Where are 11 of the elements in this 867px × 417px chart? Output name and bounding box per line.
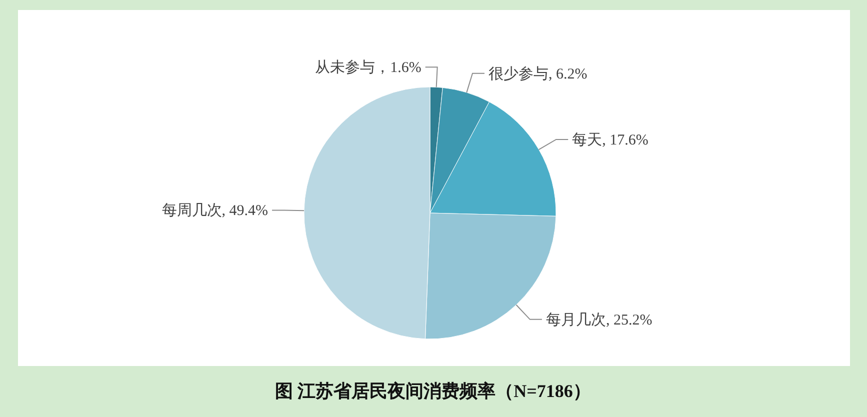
slice-label: 每天 (572, 131, 602, 148)
slice-label: 每周几次 (162, 202, 222, 220)
text: 图 江苏省居民夜间消费频率（N=7186） (275, 381, 591, 401)
data-label: , 17.6% (602, 132, 648, 148)
slice-label: 从未参与 (315, 59, 376, 76)
data-label: ，1.6% (375, 60, 422, 76)
data-label: , 6.2% (548, 66, 588, 82)
slice-label: 每月几次 (546, 311, 606, 328)
data-label: , 25.2% (606, 312, 652, 328)
data-label: , 49.4% (222, 203, 268, 220)
slice-label: 很少参与 (488, 65, 548, 82)
